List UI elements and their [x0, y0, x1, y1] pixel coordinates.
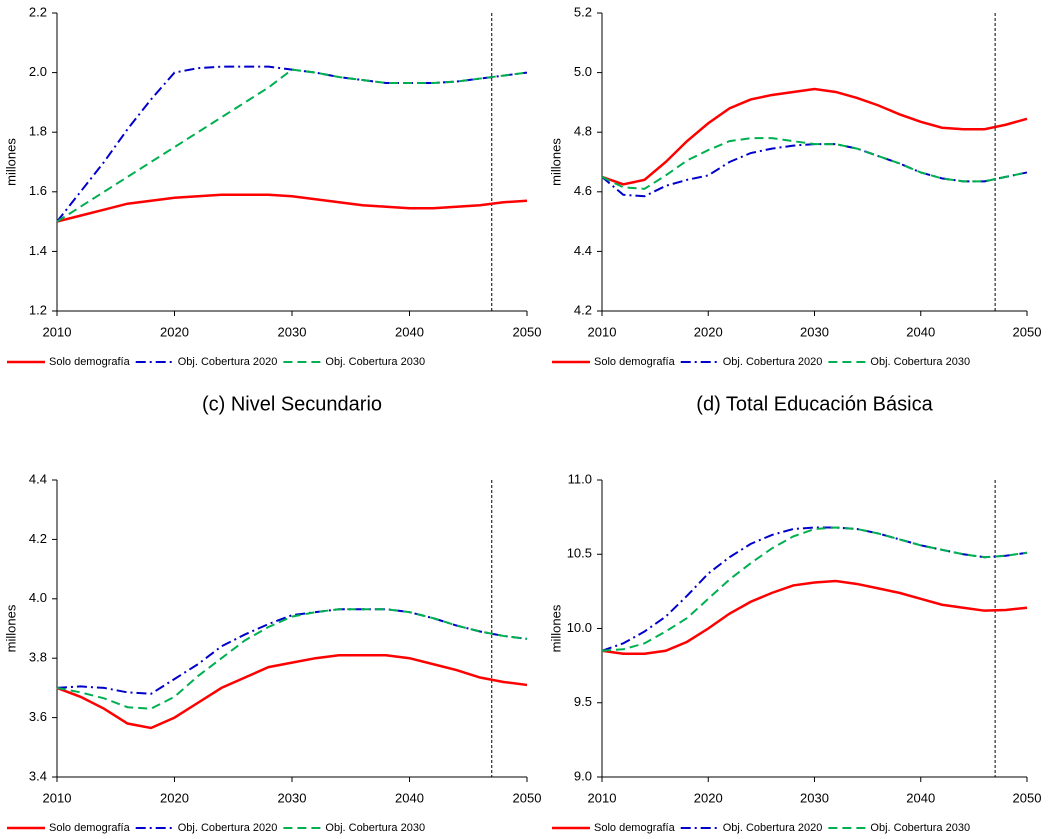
x-tick-label: 2050 — [1013, 324, 1042, 339]
y-tick-label: 9.0 — [574, 768, 592, 783]
y-tick-label: 3.8 — [29, 650, 47, 665]
series-line — [601, 137, 1028, 190]
y-axis-label: millones — [548, 138, 563, 186]
legend-label: Obj. Cobertura 2030 — [870, 356, 970, 368]
legend-label: Obj. Cobertura 2020 — [723, 822, 823, 834]
x-tick-label: 2020 — [694, 324, 723, 339]
panel-title: (c) Nivel Secundario — [202, 393, 382, 415]
legend-label: Solo demografía — [594, 822, 676, 834]
series-line — [601, 579, 1028, 655]
series-line — [56, 68, 528, 223]
y-tick-label: 10.0 — [567, 620, 592, 635]
x-tick-label: 2050 — [513, 324, 542, 339]
x-tick-label: 2030 — [800, 790, 829, 805]
y-tick-label: 9.5 — [574, 694, 592, 709]
y-tick-label: 1.6 — [29, 183, 47, 198]
y-tick-label: 4.2 — [29, 531, 47, 546]
legend-label: Solo demografía — [49, 822, 131, 834]
legend-label: Obj. Cobertura 2020 — [178, 822, 278, 834]
x-tick-label: 2010 — [43, 324, 72, 339]
y-tick-label: 10.5 — [567, 546, 592, 561]
x-tick-label: 2050 — [1013, 790, 1042, 805]
x-tick-label: 2020 — [694, 790, 723, 805]
series-line — [56, 65, 528, 223]
legend-label: Solo demografía — [594, 356, 676, 368]
x-tick-label: 2010 — [43, 790, 72, 805]
series-line — [601, 526, 1028, 652]
y-tick-label: 5.2 — [574, 4, 592, 19]
y-tick-label: 3.4 — [29, 768, 47, 783]
y-axis-label: millones — [3, 138, 18, 186]
panel-title: (d) Total Educación Básica — [696, 393, 933, 415]
legend-label: Obj. Cobertura 2020 — [178, 356, 278, 368]
series-line — [56, 608, 528, 710]
x-tick-label: 2010 — [588, 324, 617, 339]
y-tick-label: 1.2 — [29, 302, 47, 317]
legend-label: Obj. Cobertura 2030 — [325, 356, 425, 368]
y-tick-label: 4.4 — [574, 243, 592, 258]
series-line — [56, 653, 528, 730]
legend-label: Obj. Cobertura 2030 — [870, 822, 970, 834]
y-axis-label: millones — [3, 604, 18, 652]
y-tick-label: 1.4 — [29, 243, 47, 258]
y-axis-label: millones — [548, 604, 563, 652]
x-tick-label: 2040 — [395, 790, 424, 805]
x-tick-label: 2050 — [513, 790, 542, 805]
y-tick-label: 5.0 — [574, 64, 592, 79]
x-tick-label: 2040 — [906, 324, 935, 339]
y-tick-label: 11.0 — [568, 471, 592, 486]
y-tick-label: 2.2 — [29, 4, 47, 19]
y-tick-label: 4.2 — [574, 302, 592, 317]
y-tick-label: 4.8 — [574, 124, 592, 139]
series-line — [601, 526, 1028, 652]
x-tick-label: 2040 — [906, 790, 935, 805]
x-tick-label: 2010 — [588, 790, 617, 805]
y-tick-label: 1.8 — [29, 124, 47, 139]
series-line — [601, 87, 1028, 186]
x-tick-label: 2040 — [395, 324, 424, 339]
legend-label: Solo demografía — [49, 356, 131, 368]
series-line — [56, 193, 528, 223]
y-tick-label: 4.0 — [29, 590, 47, 605]
y-tick-label: 3.6 — [29, 709, 47, 724]
series-line — [56, 608, 528, 695]
x-tick-label: 2020 — [160, 790, 189, 805]
legend-label: Obj. Cobertura 2020 — [723, 356, 823, 368]
y-tick-label: 4.6 — [574, 183, 592, 198]
x-tick-label: 2020 — [160, 324, 189, 339]
y-tick-label: 4.4 — [29, 471, 47, 486]
series-line — [601, 143, 1028, 198]
y-tick-label: 2.0 — [29, 64, 47, 79]
x-tick-label: 2030 — [278, 324, 307, 339]
x-tick-label: 2030 — [800, 324, 829, 339]
legend-label: Obj. Cobertura 2030 — [325, 822, 425, 834]
x-tick-label: 2030 — [278, 790, 307, 805]
